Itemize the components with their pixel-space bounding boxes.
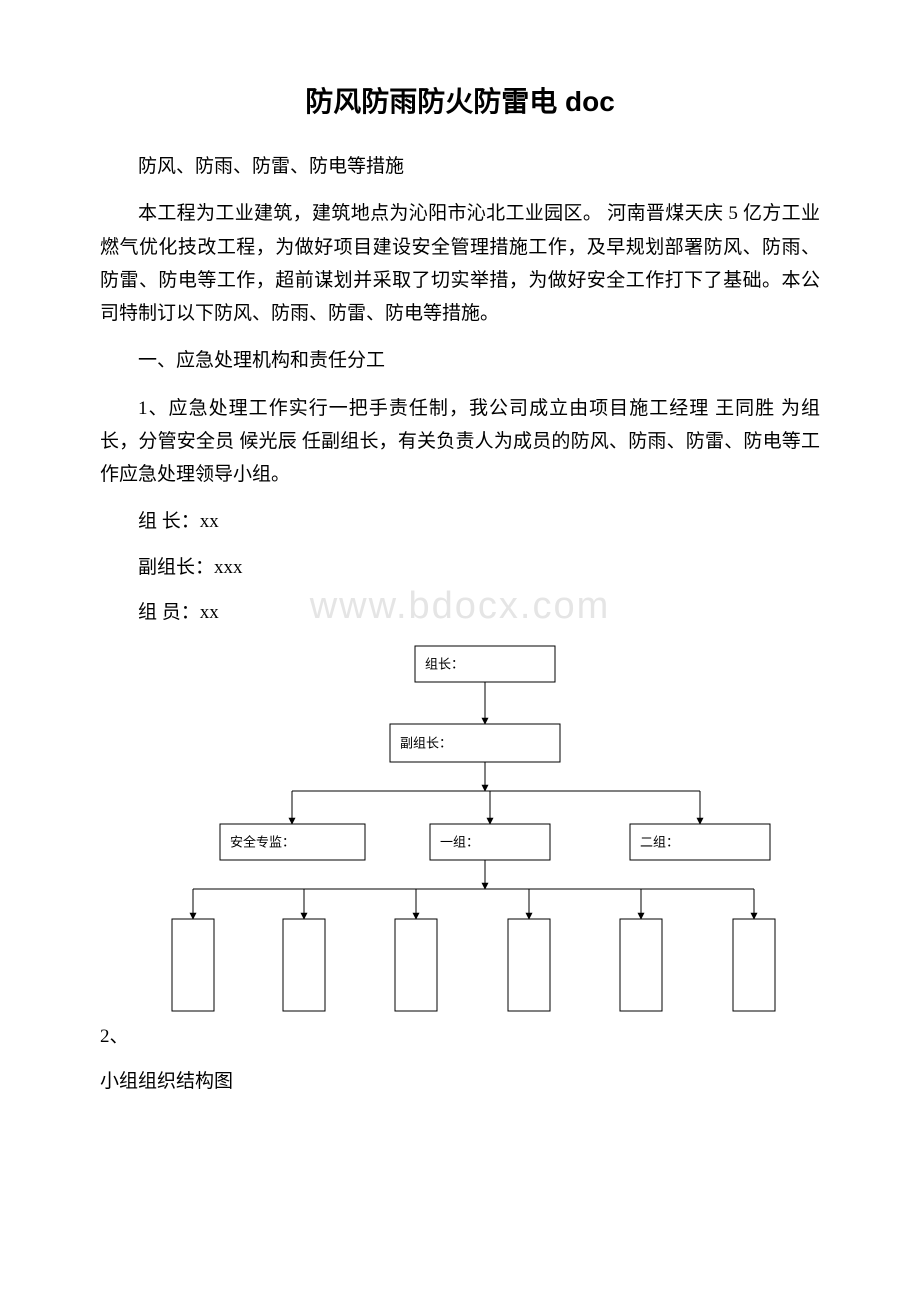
svg-text:副组长：: 副组长： xyxy=(400,736,452,751)
svg-text:一组：: 一组： xyxy=(440,835,479,850)
member-line: 组 员：xx xyxy=(100,596,820,629)
section-heading-1: 一、应急处理机构和责任分工 xyxy=(100,344,820,377)
paragraph-body: 本工程为工业建筑，建筑地点为沁阳市沁北工业园区。 河南晋煤天庆 5 亿方工业燃气… xyxy=(100,197,820,330)
vice-leader-line: 副组长：xxx xyxy=(100,551,820,584)
document-title: 防风防雨防火防雷电 doc xyxy=(100,80,820,120)
svg-text:安全专监：: 安全专监： xyxy=(230,835,295,850)
svg-text:组长：: 组长： xyxy=(425,657,464,672)
paragraph-item-1: 1、应急处理工作实行一把手责任制，我公司成立由项目施工经理 王同胜 为组长，分管… xyxy=(100,392,820,492)
org-flowchart: 组长： 副组长： 安全专监： 一组： 二组： xyxy=(120,641,820,1026)
svg-text:二组：: 二组： xyxy=(640,835,679,850)
flowchart-caption: 小组组织结构图 xyxy=(100,1065,820,1098)
leader-line: 组 长：xx xyxy=(100,505,820,538)
paragraph-intro: 防风、防雨、防雷、防电等措施 xyxy=(100,150,820,183)
